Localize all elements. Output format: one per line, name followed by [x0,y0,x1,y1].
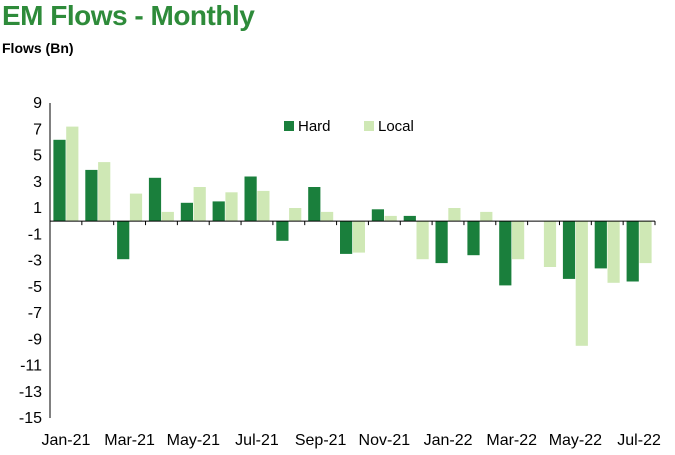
y-tick-label: 5 [33,148,42,165]
y-tick-label: 1 [33,200,42,217]
legend-label-hard: Hard [298,118,331,135]
y-tick-label: -11 [20,358,42,375]
y-tick-label: -13 [19,384,42,401]
bar-hard-jun-22 [594,221,607,269]
bar-hard-may-22 [562,221,576,279]
bar-local-mar-21 [129,193,143,222]
y-tick-label: 9 [33,95,42,112]
bar-local-feb-22 [480,211,493,222]
bar-hard-sep-21 [308,187,321,222]
bar-hard-jul-22 [626,221,639,282]
bar-local-nov-21 [384,215,397,222]
bar-hard-mar-22 [499,221,512,286]
bar-local-jun-22 [607,221,620,283]
y-tick-label: -3 [28,253,42,270]
bar-hard-nov-21 [371,209,384,222]
bar-hard-feb-22 [467,221,480,256]
bar-hard-apr-21 [148,177,162,222]
bar-local-apr-21 [161,211,174,222]
x-tick-label: Mar-22 [486,432,537,449]
bar-local-may-21 [193,187,206,222]
bar-local-aug-21 [289,208,302,222]
bar-local-jan-21 [66,126,79,222]
x-tick-label: Jan-22 [424,432,473,449]
chart-title: EM Flows - Monthly [2,0,255,31]
bar-local-jun-21 [225,192,238,222]
bar-hard-mar-21 [117,221,130,260]
bar-hard-jun-21 [212,201,225,222]
x-tick-label: May-21 [167,432,220,449]
bar-hard-jul-21 [244,176,257,222]
y-tick-label: -9 [28,331,42,348]
bar-hard-oct-21 [340,221,353,254]
y-tick-label: -1 [28,226,42,243]
y-tick-label: -15 [19,410,42,427]
x-tick-label: Sep-21 [295,432,347,449]
legend-swatch-hard [284,121,294,131]
bar-local-sep-21 [321,211,334,222]
bar-local-dec-21 [416,221,429,260]
y-tick-label: 7 [33,121,42,138]
x-tick-label: May-22 [549,432,602,449]
legend-swatch-local [364,121,374,131]
x-tick-label: Nov-21 [359,432,411,449]
bar-hard-may-21 [180,202,193,222]
legend: Hard Local [284,118,414,135]
bar-hard-jan-21 [53,139,66,222]
bar-hard-jan-22 [435,221,448,264]
chart-subtitle: Flows (Bn) [2,40,74,56]
bar-local-oct-21 [352,221,365,253]
bar-local-feb-21 [98,162,111,222]
legend-label-local: Local [378,118,414,135]
bar-local-may-22 [575,221,588,346]
x-tick-label: Jul-22 [617,432,661,449]
bar-hard-aug-21 [276,221,289,241]
x-tick-label: Mar-21 [104,432,155,449]
bar-local-apr-22 [543,221,557,267]
y-tick-label: 3 [33,174,42,191]
bar-hard-dec-21 [403,215,416,222]
x-tick-label: Jul-21 [235,432,279,449]
y-tick-label: -5 [28,279,42,296]
bar-local-jul-21 [257,190,270,222]
bar-local-jul-22 [639,221,652,264]
bar-local-jan-22 [448,208,461,222]
y-tick-label: -7 [28,305,42,322]
x-tick-label: Jan-21 [41,432,90,449]
bar-local-mar-22 [512,221,525,260]
bar-hard-feb-21 [85,169,98,222]
